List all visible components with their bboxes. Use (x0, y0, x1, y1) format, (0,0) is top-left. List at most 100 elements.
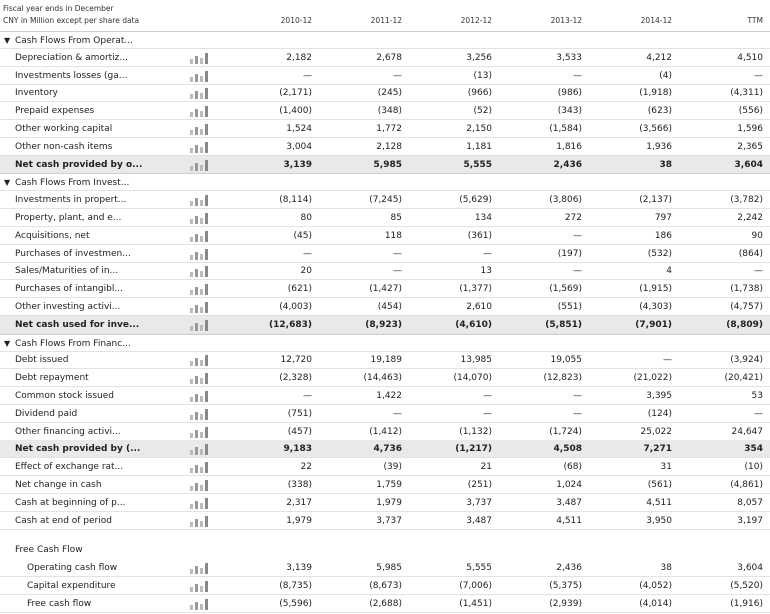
chart-icon[interactable] (190, 230, 210, 242)
chart-icon[interactable] (190, 426, 210, 438)
chart-icon[interactable] (190, 70, 210, 82)
table-row: Operating cash flow 3,139 5,985 5,555 2,436 3… (0, 559, 770, 577)
chart-icon[interactable] (190, 301, 210, 313)
cell-value: 31 (660, 462, 672, 473)
row-label: Debt repayment (15, 373, 89, 384)
row-label: Acquisitions, net (15, 230, 90, 241)
chart-icon[interactable] (190, 515, 210, 527)
chart-icon[interactable] (190, 141, 210, 153)
cell-value: (864) (738, 248, 763, 259)
chart-icon[interactable] (190, 390, 210, 402)
cell-value: (3,806) (549, 195, 582, 206)
cell-value: (3,924) (730, 355, 763, 366)
table-row: Other financing activi... (457) (1,412) (1,… (0, 423, 770, 441)
cell-value: 2,242 (737, 213, 763, 223)
row-label: Net change in cash (15, 480, 102, 490)
cell-value: (532) (647, 248, 672, 259)
cell-value: (4,757) (730, 302, 763, 312)
cell-value: (8,923) (365, 319, 402, 330)
cell-value: 4,511 (556, 515, 582, 526)
chart-icon[interactable] (190, 212, 210, 224)
chart-icon[interactable] (190, 87, 210, 100)
chart-icon[interactable] (190, 319, 210, 331)
row-label: Purchases of investmen... (15, 248, 131, 259)
chart-icon[interactable] (190, 159, 210, 171)
cell-value: 8,057 (737, 497, 763, 508)
cell-value: (348) (377, 106, 402, 117)
cell-value: (4) (659, 70, 672, 81)
cell-value: (5,375) (549, 581, 582, 591)
cell-value: (5,851) (545, 319, 582, 330)
cell-value: 2,317 (286, 497, 312, 508)
chart-icon[interactable] (190, 52, 210, 64)
table-row: Common stock issued — 1,422 — — 3,395 53 (0, 387, 770, 405)
row-label: Investments losses (ga... (15, 70, 128, 81)
chart-icon[interactable] (190, 461, 210, 474)
cell-value: (1,451) (459, 599, 492, 609)
chart-icon[interactable] (190, 265, 210, 278)
row-label: Inventory (15, 88, 58, 99)
row-label: Capital expenditure (27, 581, 116, 591)
cell-value: 2,182 (286, 52, 312, 63)
chart-icon[interactable] (190, 497, 210, 509)
cell-value: 3,604 (734, 159, 763, 170)
cell-value: 1,979 (376, 497, 402, 508)
cell-value: (1,132) (459, 426, 492, 437)
chart-icon[interactable] (190, 580, 210, 592)
table-row: Debt repayment (2,328) (14,463) (14,070) (12… (0, 369, 770, 388)
cell-value: 20 (300, 266, 312, 277)
section-toggle[interactable]: ▼ (4, 338, 11, 348)
chart-icon[interactable] (190, 105, 210, 118)
cell-value: 3,487 (556, 497, 582, 508)
cell-value: (12,823) (543, 373, 582, 384)
cell-value: (4,052) (639, 581, 672, 591)
cell-value: 38 (659, 159, 672, 170)
chart-icon[interactable] (190, 194, 210, 207)
cell-value: (1,916) (730, 599, 763, 609)
cell-value: 134 (474, 213, 492, 223)
cell-value: — (573, 266, 582, 277)
section-title: Cash Flows From Invest... (15, 178, 130, 189)
section-header: ▼ Cash Flows From Financ... (0, 333, 770, 352)
chart-icon[interactable] (190, 123, 210, 135)
cell-value: (966) (467, 88, 492, 99)
cell-value: 4 (666, 266, 672, 277)
cell-value: 1,936 (646, 141, 672, 152)
chart-icon[interactable] (190, 479, 210, 491)
cell-value: — (303, 248, 312, 259)
cell-value: 2,678 (376, 52, 402, 63)
cell-value: 90 (751, 230, 763, 241)
cell-value: 9,183 (283, 444, 312, 455)
cell-value: — (483, 248, 492, 259)
row-label: Other non-cash items (15, 141, 113, 152)
table-row: Acquisitions, net (45) 118 (361) — 186 90 (0, 227, 770, 245)
section-toggle[interactable]: ▼ (4, 178, 11, 188)
chart-icon[interactable] (190, 443, 210, 456)
chart-icon[interactable] (190, 372, 210, 385)
cell-value: 53 (751, 391, 763, 401)
cell-value: (4,003) (279, 302, 312, 312)
chart-icon[interactable] (190, 354, 210, 367)
cell-value: (1,584) (549, 124, 582, 134)
chart-icon[interactable] (190, 248, 210, 260)
chart-icon[interactable] (190, 598, 210, 610)
chart-icon[interactable] (190, 283, 210, 296)
column-header: 2012-12 (460, 16, 492, 25)
cell-value: 4,510 (737, 52, 763, 63)
cell-value: — (393, 408, 402, 419)
cell-value: 1,024 (556, 480, 582, 490)
cell-value: 2,150 (466, 124, 492, 134)
cell-value: 1,422 (376, 391, 402, 401)
chart-icon[interactable] (190, 408, 210, 420)
chart-icon[interactable] (190, 562, 210, 574)
cell-value: (5,520) (730, 581, 763, 591)
cell-value: 19,055 (550, 355, 583, 366)
cell-value: (21,022) (633, 373, 672, 384)
cell-value: 1,816 (556, 141, 582, 152)
cell-value: (3,566) (639, 124, 672, 134)
row-label: Other working capital (15, 124, 113, 134)
section-toggle[interactable]: ▼ (4, 36, 11, 45)
row-label: Dividend paid (15, 408, 78, 419)
table-row: Free cash flow (5,596) (2,688) (1,451) (2,93… (0, 595, 770, 613)
cell-value: 5,555 (463, 159, 492, 170)
